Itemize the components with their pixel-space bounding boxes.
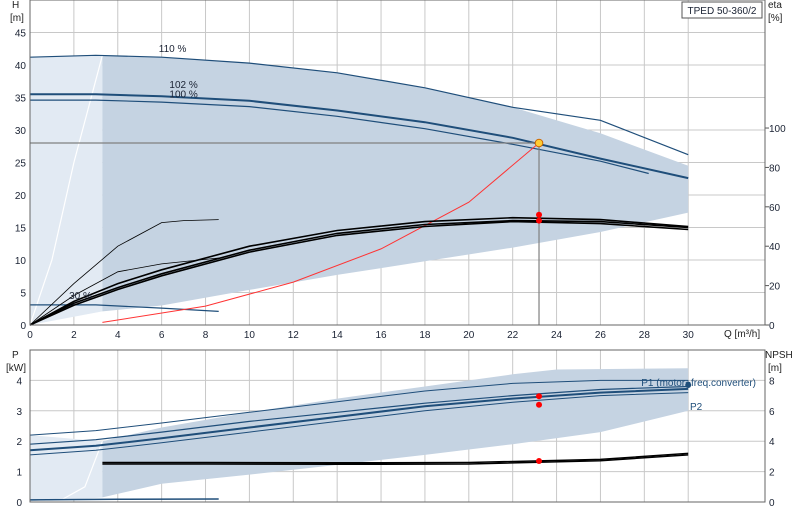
npsh-tick-label: 6 bbox=[769, 407, 775, 418]
bottom-left-axis-unit: [kW] bbox=[6, 363, 26, 374]
bottom-axes: 0 1 2 3 4 0 2 4 6 8 bbox=[16, 349, 775, 509]
bottom-right-axis-name: NPSH bbox=[765, 350, 793, 361]
eta-tick-label: 0 bbox=[769, 321, 775, 332]
npsh-tick-label: 2 bbox=[769, 468, 775, 479]
top-y-tick-label: 35 bbox=[15, 94, 27, 105]
top-axes: 0 2 4 6 8 10 12 14 16 18 20 22 24 26 28 300510152025303… bbox=[15, 0, 786, 341]
top-plot-frame bbox=[29, 0, 766, 326]
top-y-tick-label: 10 bbox=[15, 256, 27, 267]
eta-curve bbox=[29, 216, 689, 326]
curve-annotation: 102 % bbox=[169, 80, 197, 91]
top-x-tick-label: 4 bbox=[115, 330, 121, 341]
title-text: TPED 50-360/2 bbox=[688, 6, 757, 17]
bottom-right-axis-unit: [m] bbox=[768, 363, 782, 374]
top-x-tick-label: 18 bbox=[419, 330, 431, 341]
top-y-tick-label: 25 bbox=[15, 159, 27, 170]
npsh-duty-dot bbox=[536, 457, 543, 464]
bottom-p-tick-label: 3 bbox=[16, 407, 22, 418]
eta-tick-label: 20 bbox=[769, 282, 781, 293]
top-operating-band bbox=[102, 55, 689, 312]
curve-annotation: 100 % bbox=[169, 90, 197, 101]
eta-curve-thin bbox=[29, 257, 219, 326]
x-axis-label: Q [m³/h] bbox=[724, 329, 760, 340]
npsh-curve bbox=[102, 454, 689, 466]
top-x-tick-label: 26 bbox=[595, 330, 607, 341]
top-x-tick-label: 2 bbox=[71, 330, 77, 341]
eta-tick-label: 40 bbox=[769, 242, 781, 253]
top-y-tick-label: 20 bbox=[15, 191, 27, 202]
bottom-p-tick-label: 4 bbox=[16, 376, 22, 387]
p-30-curve bbox=[29, 498, 219, 501]
eta-curve bbox=[29, 219, 689, 326]
eta-tick-label: 100 bbox=[769, 124, 786, 135]
p1-curve bbox=[29, 379, 689, 436]
label-p2: P2 bbox=[690, 402, 703, 413]
system-curve bbox=[102, 142, 540, 323]
bottom-left-axis-name: P bbox=[12, 350, 19, 361]
curve-annotation: 30 % bbox=[69, 291, 92, 302]
top-right-axis-name: eta bbox=[768, 0, 782, 11]
top-x-tick-label: 24 bbox=[551, 330, 563, 341]
top-curves: 110 % 102 %100 % 30 % bbox=[29, 44, 689, 326]
top-left-axis-name: H bbox=[12, 0, 19, 11]
top-x-tick-label: 8 bbox=[203, 330, 209, 341]
top-y-tick-label: 15 bbox=[15, 224, 27, 235]
npsh-tick-label: 8 bbox=[769, 376, 775, 387]
duty-point bbox=[534, 138, 544, 148]
top-y-tick-label: 45 bbox=[15, 29, 27, 40]
top-x-tick-label: 6 bbox=[159, 330, 165, 341]
legend-p1: P1 (motor+freq.converter) bbox=[641, 378, 756, 389]
top-x-tick-label: 14 bbox=[332, 330, 344, 341]
top-band bbox=[29, 55, 689, 326]
p2-curve bbox=[29, 387, 689, 452]
title-box bbox=[681, 1, 763, 19]
top-left-edge bbox=[29, 55, 103, 326]
bottom-p-tick-label: 1 bbox=[16, 468, 22, 479]
top-y-tick-label: 5 bbox=[20, 289, 26, 300]
top-x-tick-label: 0 bbox=[27, 330, 33, 341]
top-x-tick-label: 28 bbox=[639, 330, 651, 341]
bottom-plot-frame bbox=[29, 349, 766, 503]
curve-h-102 bbox=[30, 93, 689, 180]
bottom-band bbox=[29, 368, 689, 503]
top-right-axis-unit: [%] bbox=[768, 13, 783, 24]
bottom-p-tick-label: 0 bbox=[16, 498, 22, 509]
eta-duty-dot bbox=[536, 211, 543, 218]
npsh-curve bbox=[102, 452, 689, 464]
top-left-axis-unit: [m] bbox=[10, 13, 24, 24]
eta-curve bbox=[29, 220, 689, 326]
top-x-tick-label: 30 bbox=[683, 330, 695, 341]
top-x-tick-label: 10 bbox=[244, 330, 256, 341]
p-duty-dot bbox=[536, 401, 543, 408]
npsh-tick-label: 0 bbox=[769, 498, 775, 509]
top-y-tick-label: 40 bbox=[15, 61, 27, 72]
eta-tick-label: 60 bbox=[769, 203, 781, 214]
p-duty-dot bbox=[536, 393, 543, 400]
top-x-tick-label: 20 bbox=[463, 330, 475, 341]
top-x-tick-label: 12 bbox=[288, 330, 300, 341]
bottom-p-tick-label: 2 bbox=[16, 437, 22, 448]
curve-h-110 bbox=[29, 54, 689, 156]
top-x-tick-label: 16 bbox=[375, 330, 387, 341]
eta-curve-thin bbox=[29, 219, 219, 326]
eta-tick-label: 80 bbox=[769, 163, 781, 174]
p2-curve bbox=[29, 392, 689, 456]
curve-h-100 bbox=[30, 99, 649, 175]
eta-duty-dot bbox=[536, 217, 543, 224]
curve-h-30 bbox=[30, 304, 219, 312]
top-y-tick-label: 0 bbox=[20, 321, 26, 332]
top-x-tick-label: 22 bbox=[507, 330, 519, 341]
p2-end-dot bbox=[685, 381, 692, 388]
npsh-tick-label: 4 bbox=[769, 437, 775, 448]
p1-curve bbox=[29, 385, 689, 445]
bottom-light-region bbox=[30, 435, 103, 502]
curve-annotation: 110 % bbox=[159, 44, 187, 55]
top-y-tick-label: 30 bbox=[15, 126, 27, 137]
bottom-curves bbox=[29, 379, 692, 501]
